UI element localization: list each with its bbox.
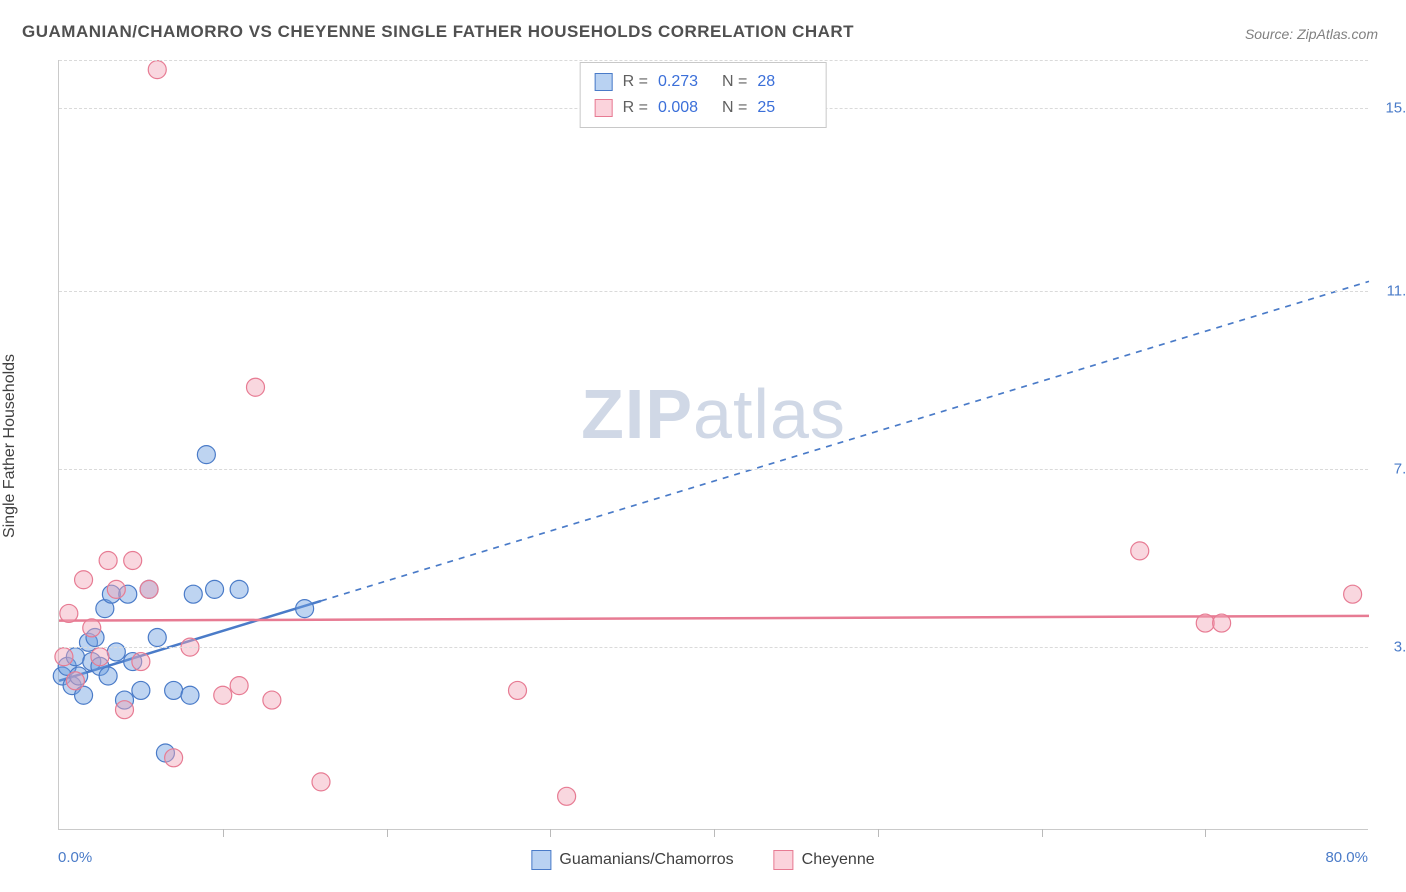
scatter-point: [55, 648, 73, 666]
stats-r-symbol: R =: [623, 95, 648, 121]
legend-label: Guamanians/Chamorros: [559, 851, 733, 869]
scatter-point: [107, 643, 125, 661]
scatter-point: [99, 667, 117, 685]
legend-label: Cheyenne: [802, 851, 875, 869]
ytick-label: 7.5%: [1394, 461, 1406, 478]
gridline-h: [59, 60, 1368, 61]
scatter-point: [83, 619, 101, 637]
scatter-point: [148, 61, 166, 79]
legend-item: Cheyenne: [774, 850, 875, 870]
legend-swatch: [774, 850, 794, 870]
xtick: [550, 829, 551, 837]
scatter-point: [1196, 614, 1214, 632]
scatter-point: [197, 446, 215, 464]
scatter-point: [165, 681, 183, 699]
source-label: Source: ZipAtlas.com: [1245, 26, 1378, 42]
scatter-point: [558, 787, 576, 805]
xtick: [387, 829, 388, 837]
scatter-point: [1344, 585, 1362, 603]
trend-line-dashed: [321, 281, 1369, 601]
scatter-point: [1213, 614, 1231, 632]
scatter-point: [60, 604, 78, 622]
y-axis-label: Single Father Households: [1, 354, 19, 538]
scatter-point: [1131, 542, 1149, 560]
scatter-point: [181, 686, 199, 704]
xtick: [714, 829, 715, 837]
legend-swatch: [531, 850, 551, 870]
scatter-point: [132, 681, 150, 699]
gridline-h: [59, 469, 1368, 470]
scatter-point: [312, 773, 330, 791]
ytick-label: 11.2%: [1387, 283, 1406, 300]
scatter-point: [107, 580, 125, 598]
xtick: [878, 829, 879, 837]
legend-item: Guamanians/Chamorros: [531, 850, 733, 870]
ytick-label: 15.0%: [1385, 100, 1406, 117]
stats-row: R = 0.273 N = 28: [595, 69, 812, 95]
scatter-point: [263, 691, 281, 709]
x-max-label: 80.0%: [1325, 849, 1368, 866]
scatter-point: [184, 585, 202, 603]
stats-n-value: 25: [757, 95, 811, 121]
plot-area: ZIPatlas 3.8%7.5%11.2%15.0%: [58, 60, 1368, 830]
xtick: [1042, 829, 1043, 837]
stats-n-symbol: N =: [722, 69, 747, 95]
scatter-point: [230, 580, 248, 598]
xtick: [223, 829, 224, 837]
stats-swatch: [595, 73, 613, 91]
scatter-point: [99, 552, 117, 570]
gridline-h: [59, 291, 1368, 292]
ytick-label: 3.8%: [1394, 639, 1406, 656]
scatter-point: [214, 686, 232, 704]
xtick: [1205, 829, 1206, 837]
scatter-point: [230, 677, 248, 695]
stats-n-symbol: N =: [722, 95, 747, 121]
chart-title: GUAMANIAN/CHAMORRO VS CHEYENNE SINGLE FA…: [22, 22, 854, 42]
scatter-point: [75, 571, 93, 589]
stats-r-value: 0.008: [658, 95, 712, 121]
bottom-legend: Guamanians/Chamorros Cheyenne: [531, 850, 874, 870]
stats-swatch: [595, 99, 613, 117]
scatter-point: [165, 749, 183, 767]
x-min-label: 0.0%: [58, 849, 92, 866]
scatter-svg: [59, 60, 1368, 829]
scatter-point: [206, 580, 224, 598]
gridline-h: [59, 647, 1368, 648]
stats-row: R = 0.008 N = 25: [595, 95, 812, 121]
scatter-point: [296, 600, 314, 618]
scatter-point: [91, 648, 109, 666]
scatter-point: [148, 629, 166, 647]
scatter-point: [140, 580, 158, 598]
stats-r-value: 0.273: [658, 69, 712, 95]
scatter-point: [247, 378, 265, 396]
scatter-point: [509, 681, 527, 699]
scatter-point: [124, 552, 142, 570]
scatter-point: [116, 701, 134, 719]
scatter-point: [132, 653, 150, 671]
scatter-point: [66, 672, 84, 690]
stats-box: R = 0.273 N = 28 R = 0.008 N = 25: [580, 62, 827, 128]
stats-r-symbol: R =: [623, 69, 648, 95]
trend-line: [59, 616, 1369, 621]
stats-n-value: 28: [757, 69, 811, 95]
